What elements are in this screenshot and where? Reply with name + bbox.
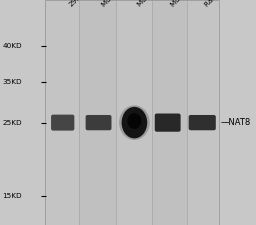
Text: 35KD: 35KD — [3, 79, 22, 85]
Bar — [152, 0, 187, 225]
Text: 293T: 293T — [68, 0, 85, 8]
Text: Rat kidney: Rat kidney — [204, 0, 235, 8]
FancyBboxPatch shape — [86, 115, 112, 130]
Text: —NAT8: —NAT8 — [221, 118, 251, 127]
Text: Mouse spleen: Mouse spleen — [101, 0, 141, 8]
Bar — [79, 0, 116, 225]
FancyBboxPatch shape — [51, 115, 74, 130]
Ellipse shape — [122, 107, 147, 138]
Bar — [45, 0, 219, 225]
FancyBboxPatch shape — [155, 113, 181, 132]
Ellipse shape — [119, 105, 150, 140]
Bar — [45, 0, 79, 225]
Text: Mouse testis: Mouse testis — [137, 0, 173, 8]
Ellipse shape — [127, 113, 141, 129]
Text: Mouse lung: Mouse lung — [170, 0, 204, 8]
Bar — [116, 0, 152, 225]
Text: 40KD: 40KD — [3, 43, 22, 49]
Bar — [187, 0, 219, 225]
Text: 15KD: 15KD — [3, 193, 22, 199]
Bar — [45, 0, 219, 225]
Text: 25KD: 25KD — [3, 120, 22, 126]
FancyBboxPatch shape — [189, 115, 216, 130]
